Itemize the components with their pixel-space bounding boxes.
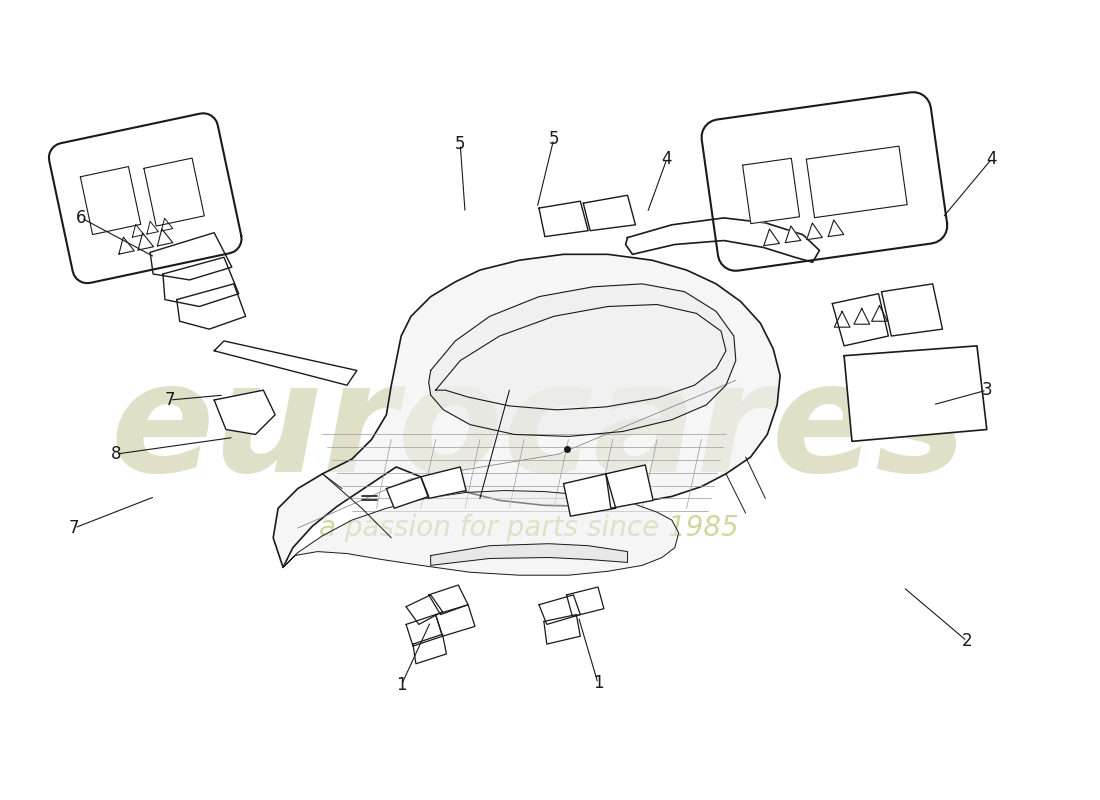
Text: 7: 7 [69,519,79,537]
Polygon shape [144,158,205,226]
Polygon shape [273,254,780,567]
Text: 4: 4 [662,150,672,168]
Polygon shape [844,346,987,442]
Polygon shape [163,258,239,306]
Polygon shape [386,477,429,508]
Polygon shape [583,195,636,230]
Polygon shape [539,201,588,237]
Polygon shape [177,284,245,329]
Polygon shape [406,595,442,625]
Polygon shape [763,229,780,246]
Polygon shape [543,614,581,644]
Polygon shape [214,341,356,386]
Polygon shape [421,467,466,498]
Polygon shape [806,146,907,218]
Polygon shape [406,614,442,646]
Polygon shape [833,294,889,346]
Text: 2: 2 [961,632,972,650]
Polygon shape [157,229,173,246]
Polygon shape [828,220,844,237]
Polygon shape [48,114,242,283]
Polygon shape [139,233,154,250]
Polygon shape [566,587,604,617]
Polygon shape [626,218,820,262]
Polygon shape [806,223,823,240]
Text: a passion for parts since 1985: a passion for parts since 1985 [319,514,739,542]
Polygon shape [742,158,800,224]
Polygon shape [119,237,134,254]
Text: 8: 8 [110,445,121,463]
Polygon shape [436,305,726,410]
Polygon shape [146,222,158,234]
Text: 7: 7 [165,391,175,409]
Polygon shape [132,224,144,237]
Text: 1: 1 [593,674,603,693]
Polygon shape [162,218,173,231]
Text: 6: 6 [76,209,87,227]
Text: 4: 4 [987,150,997,168]
Polygon shape [539,595,581,625]
Polygon shape [151,233,232,280]
Polygon shape [412,634,447,664]
Text: eurocares: eurocares [111,355,967,504]
Polygon shape [563,474,616,516]
Polygon shape [881,284,943,336]
Polygon shape [431,544,627,566]
Text: 5: 5 [549,130,559,148]
Polygon shape [80,166,141,234]
Text: 1: 1 [396,677,407,694]
Text: 3: 3 [981,381,992,399]
Polygon shape [429,585,469,614]
Polygon shape [785,226,801,242]
Polygon shape [283,490,679,575]
Text: 5: 5 [455,135,465,153]
Polygon shape [702,92,947,270]
Polygon shape [429,284,736,437]
Polygon shape [606,465,653,508]
Polygon shape [214,390,275,434]
Polygon shape [436,605,475,636]
